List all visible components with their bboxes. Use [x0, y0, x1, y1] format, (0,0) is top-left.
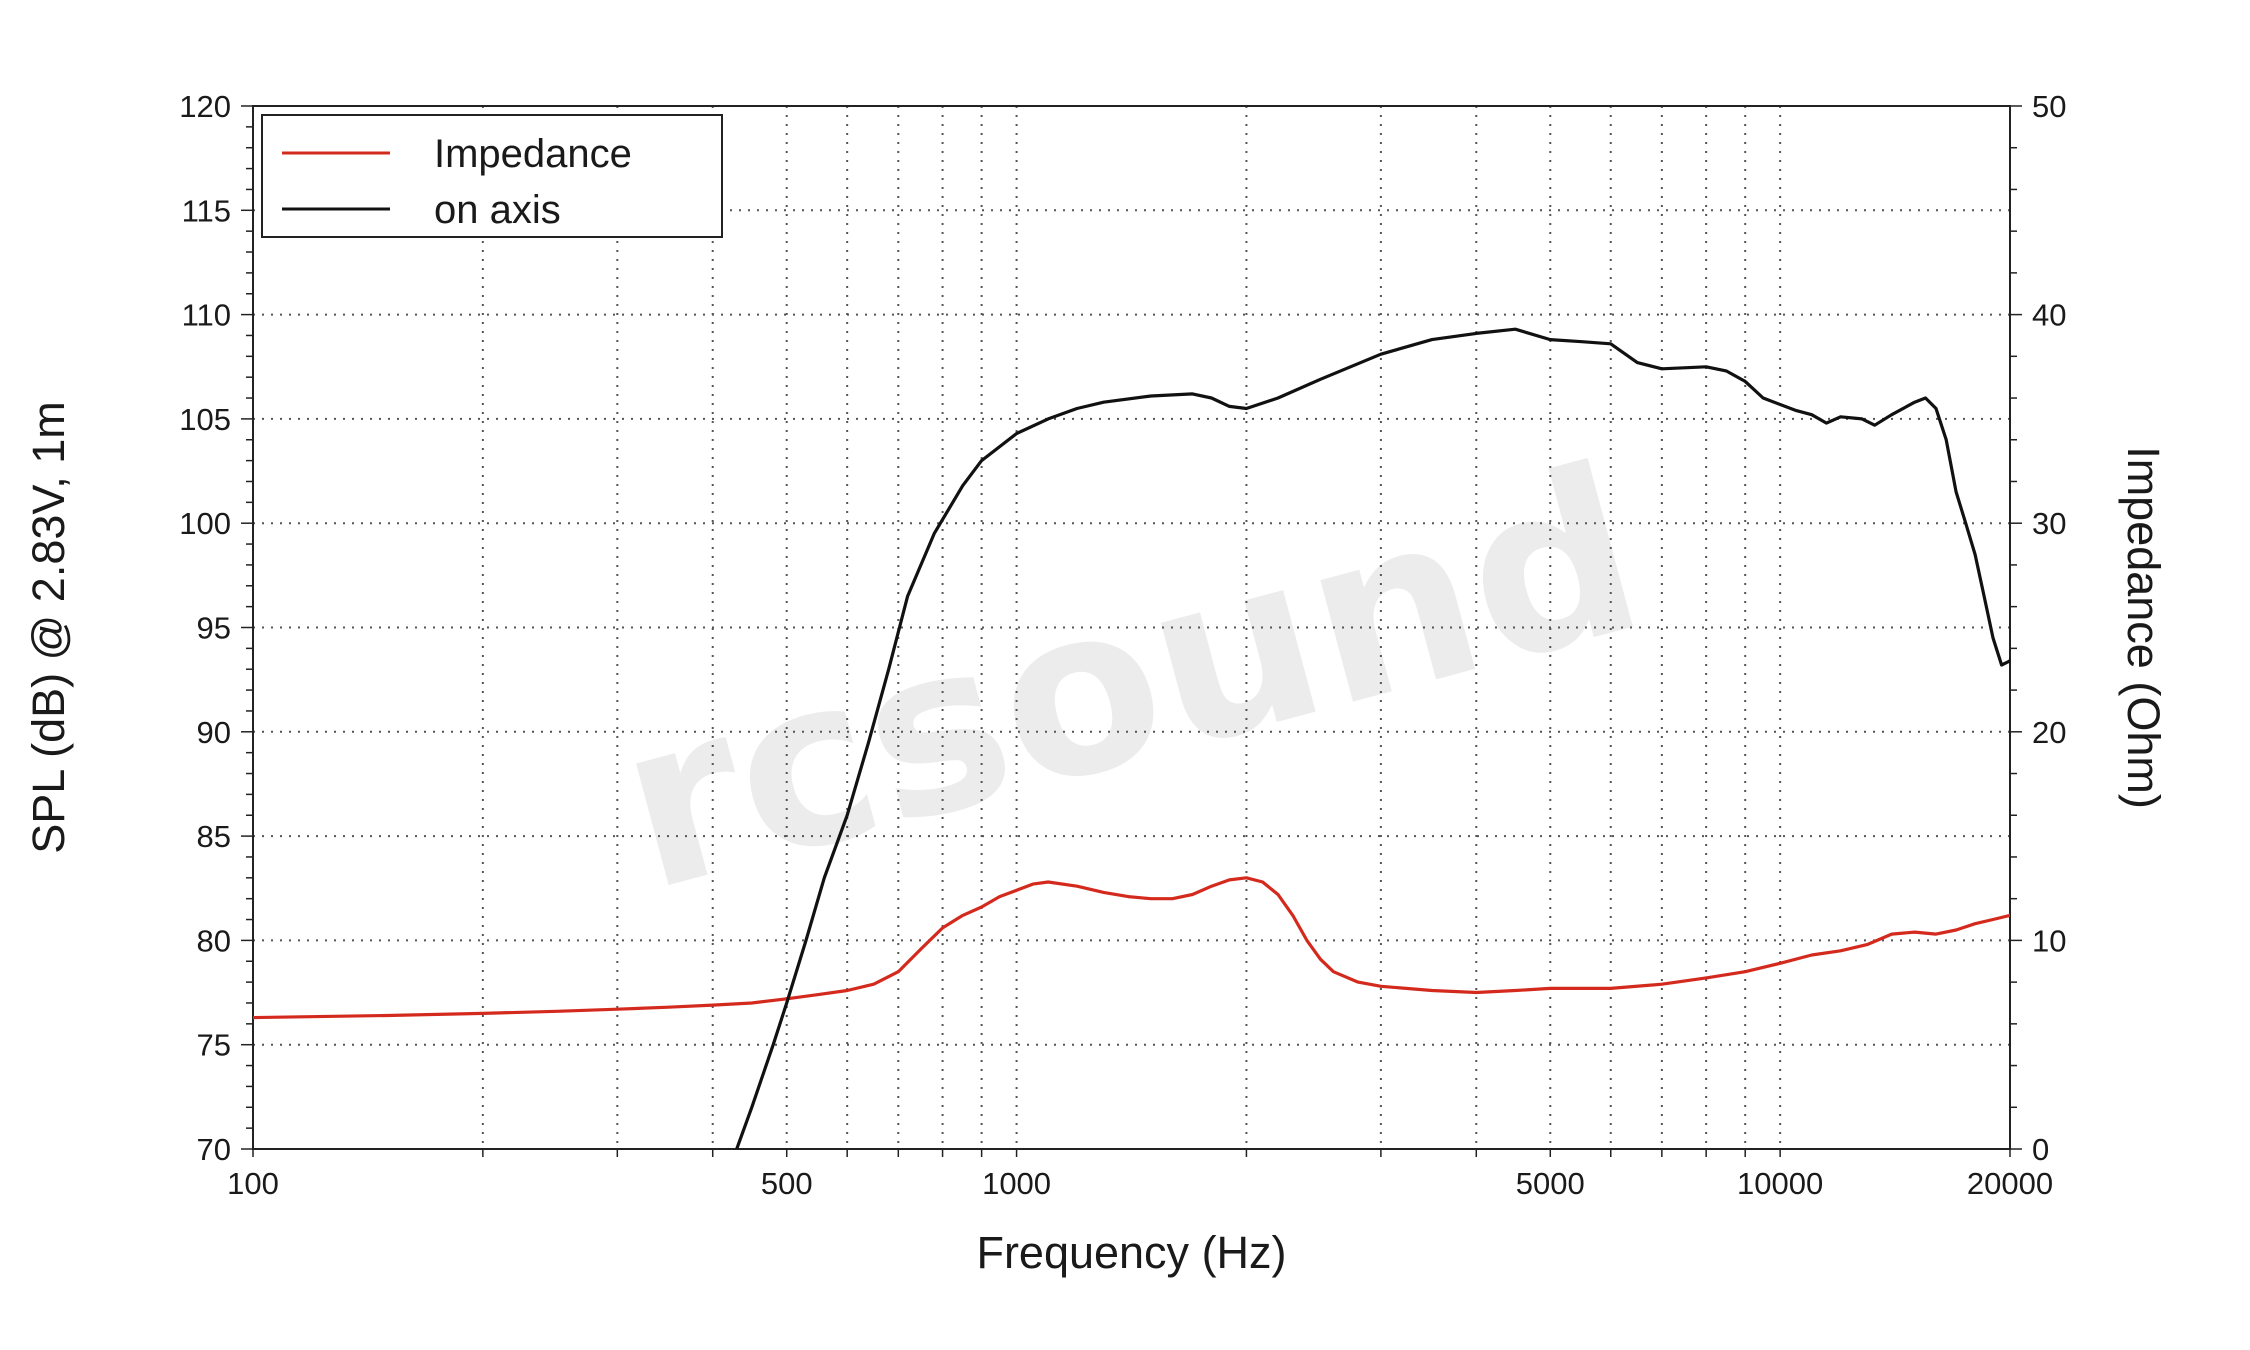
- legend: Impedance on axis: [261, 114, 723, 238]
- x-tick-label: 1000: [982, 1166, 1051, 1201]
- y-right-tick-label: 40: [2032, 298, 2066, 333]
- legend-box: [261, 114, 723, 238]
- minor-tick-marks: [241, 105, 2022, 1157]
- x-tick-label: 500: [761, 1166, 813, 1201]
- y-right-axis-title: Impedance (Ohm): [2118, 446, 2169, 809]
- y-left-tick-label: 120: [179, 89, 231, 124]
- y-left-tick-label: 90: [197, 715, 231, 750]
- x-tick-labels: 100 500 1000 5000 10000 20000: [227, 1166, 2053, 1201]
- x-tick-label: 5000: [1516, 1166, 1585, 1201]
- plot-frame: [252, 105, 2011, 1150]
- y-left-tick-labels: 70 75 80 85 90 95 100 105 110 115 120: [179, 89, 231, 1167]
- y-right-tick-label: 50: [2032, 89, 2066, 124]
- y-left-tick-label: 110: [182, 298, 231, 333]
- x-axis-title: Frequency (Hz): [976, 1227, 1286, 1278]
- y-right-tick-labels: 0 10 20 30 40 50: [2032, 89, 2066, 1167]
- y-left-tick-label: 100: [179, 506, 231, 541]
- y-left-tick-label: 70: [197, 1132, 231, 1167]
- y-right-tick-label: 10: [2032, 923, 2066, 958]
- y-right-tick-label: 20: [2032, 715, 2066, 750]
- y-right-tick-label: 0: [2032, 1132, 2049, 1167]
- y-left-axis-title: SPL (dB) @ 2.83V, 1m: [23, 401, 74, 854]
- series-line-impedance: [253, 876, 2010, 1020]
- legend-label-impedance: Impedance: [434, 132, 632, 176]
- y-left-tick-label: 75: [197, 1028, 231, 1063]
- y-right-tick-label: 30: [2032, 506, 2066, 541]
- y-left-tick-label: 105: [179, 402, 231, 437]
- x-tick-label: 20000: [1967, 1166, 2053, 1201]
- y-left-tick-label: 95: [197, 611, 231, 646]
- x-tick-label: 100: [227, 1166, 279, 1201]
- x-tick-label: 10000: [1737, 1166, 1823, 1201]
- series-layer: [253, 327, 2010, 1149]
- y-left-tick-label: 80: [197, 923, 231, 958]
- y-left-tick-label: 85: [197, 819, 231, 854]
- watermark-logo: rcsound: [595, 417, 1666, 943]
- y-left-tick-label: 115: [182, 193, 231, 228]
- legend-label-on-axis: on axis: [434, 188, 561, 232]
- series-line-on-axis: [735, 327, 2010, 1149]
